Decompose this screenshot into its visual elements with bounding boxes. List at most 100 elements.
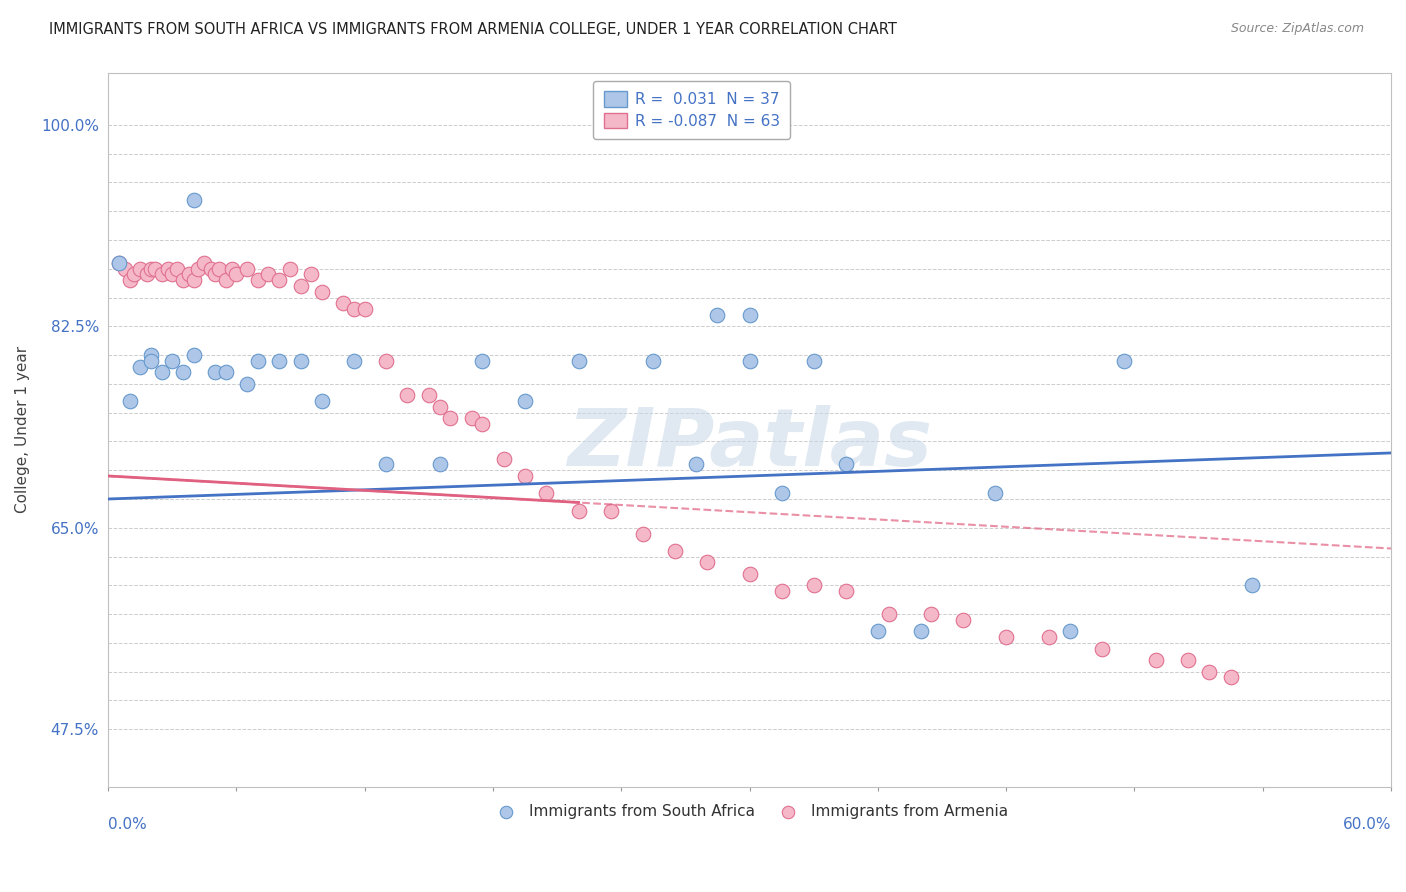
Point — [246, 354, 269, 368]
Point — [375, 458, 398, 472]
Point — [1198, 665, 1220, 679]
Point — [803, 354, 825, 368]
Point — [139, 261, 162, 276]
Point — [129, 359, 152, 374]
Point — [156, 261, 179, 276]
Y-axis label: College, Under 1 year: College, Under 1 year — [15, 346, 30, 514]
Point — [139, 354, 162, 368]
Point — [215, 273, 238, 287]
Point — [835, 458, 858, 472]
Text: 0.0%: 0.0% — [108, 817, 146, 832]
Legend: Immigrants from South Africa, Immigrants from Armenia: Immigrants from South Africa, Immigrants… — [485, 798, 1015, 826]
Point — [835, 584, 858, 599]
Point — [770, 486, 793, 500]
Point — [803, 578, 825, 592]
Point — [118, 394, 141, 409]
Point — [995, 630, 1018, 644]
Point — [183, 348, 205, 362]
Point — [204, 365, 226, 379]
Point — [471, 417, 494, 432]
Point — [162, 354, 184, 368]
Point — [1240, 578, 1263, 592]
Point — [221, 261, 243, 276]
Point — [920, 607, 942, 621]
Point — [1144, 653, 1167, 667]
Point — [114, 261, 136, 276]
Point — [311, 285, 333, 299]
Point — [1219, 670, 1241, 684]
Point — [429, 458, 451, 472]
Point — [179, 268, 201, 282]
Point — [143, 261, 166, 276]
Point — [396, 388, 419, 402]
Point — [311, 394, 333, 409]
Point — [696, 555, 718, 569]
Point — [204, 268, 226, 282]
Point — [172, 273, 194, 287]
Point — [1038, 630, 1060, 644]
Point — [332, 296, 354, 310]
Point — [439, 411, 461, 425]
Point — [246, 273, 269, 287]
Point — [299, 268, 322, 282]
Point — [290, 279, 312, 293]
Point — [290, 354, 312, 368]
Point — [129, 261, 152, 276]
Point — [738, 566, 761, 581]
Point — [952, 613, 974, 627]
Point — [866, 624, 889, 639]
Point — [139, 348, 162, 362]
Point — [172, 365, 194, 379]
Point — [122, 268, 145, 282]
Point — [257, 268, 280, 282]
Point — [418, 388, 440, 402]
Text: IMMIGRANTS FROM SOUTH AFRICA VS IMMIGRANTS FROM ARMENIA COLLEGE, UNDER 1 YEAR CO: IMMIGRANTS FROM SOUTH AFRICA VS IMMIGRAN… — [49, 22, 897, 37]
Point — [492, 451, 515, 466]
Point — [706, 308, 728, 322]
Point — [269, 354, 291, 368]
Point — [631, 526, 654, 541]
Point — [236, 261, 259, 276]
Point — [429, 400, 451, 414]
Point — [599, 503, 621, 517]
Point — [166, 261, 188, 276]
Point — [984, 486, 1007, 500]
Point — [118, 273, 141, 287]
Point — [208, 261, 231, 276]
Point — [471, 354, 494, 368]
Point — [460, 411, 482, 425]
Point — [1059, 624, 1081, 639]
Text: Source: ZipAtlas.com: Source: ZipAtlas.com — [1230, 22, 1364, 36]
Point — [108, 256, 131, 270]
Point — [269, 273, 291, 287]
Point — [685, 458, 707, 472]
Point — [343, 301, 366, 316]
Point — [135, 268, 157, 282]
Point — [343, 354, 366, 368]
Point — [513, 469, 536, 483]
Point — [664, 543, 686, 558]
Point — [567, 354, 589, 368]
Text: 60.0%: 60.0% — [1343, 817, 1391, 832]
Point — [187, 261, 209, 276]
Point — [1112, 354, 1135, 368]
Point — [150, 365, 173, 379]
Point — [910, 624, 932, 639]
Point — [738, 354, 761, 368]
Point — [877, 607, 900, 621]
Point — [567, 503, 589, 517]
Point — [770, 584, 793, 599]
Point — [536, 486, 558, 500]
Point — [1091, 641, 1114, 656]
Point — [225, 268, 247, 282]
Text: ZIPatlas: ZIPatlas — [567, 405, 932, 483]
Point — [236, 376, 259, 391]
Point — [353, 301, 375, 316]
Point — [108, 256, 131, 270]
Point — [150, 268, 173, 282]
Point — [375, 354, 398, 368]
Point — [193, 256, 215, 270]
Point — [183, 193, 205, 207]
Point — [513, 394, 536, 409]
Point — [215, 365, 238, 379]
